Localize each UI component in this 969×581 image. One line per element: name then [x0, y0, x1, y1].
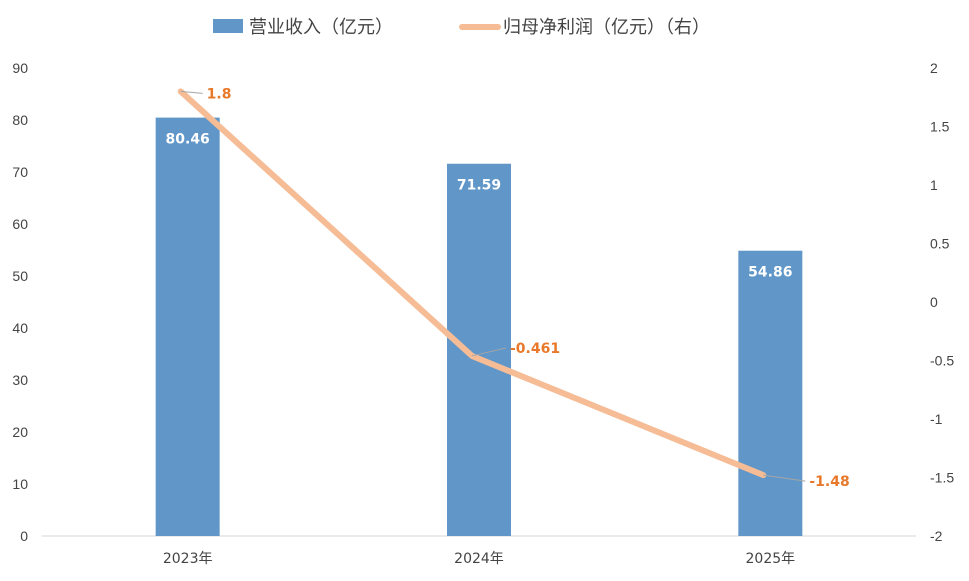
left-axis-tick: 40 — [12, 320, 28, 336]
line-data-label: 1.8 — [207, 86, 232, 102]
bar — [447, 163, 511, 536]
legend-line-label: 归母净利润（亿元）（右） — [503, 17, 710, 38]
right-axis-tick: -1.5 — [930, 470, 954, 486]
right-axis-tick: 1.5 — [930, 119, 950, 135]
left-axis-tick: 60 — [12, 216, 28, 232]
left-axis-tick: 10 — [12, 476, 28, 492]
right-axis-tick: 1 — [930, 177, 938, 193]
line-label-leader — [763, 474, 806, 482]
bar-data-label: 80.46 — [166, 132, 210, 148]
right-axis-tick: -1 — [930, 411, 943, 427]
left-axis-tick: 90 — [12, 60, 28, 76]
right-axis-tick: 0 — [930, 294, 938, 310]
right-axis-tick: -0.5 — [930, 353, 954, 369]
x-axis-tick: 2023年 — [163, 551, 213, 567]
right-axis-tick: 2 — [930, 60, 938, 76]
legend: 营业收入（亿元） 归母净利润（亿元）（右） — [213, 17, 710, 38]
left-axis-tick: 20 — [12, 424, 28, 440]
bar-labels: 80.46 71.59 54.86 — [166, 132, 793, 281]
left-axis-tick: 30 — [12, 372, 28, 388]
line-data-label: -1.48 — [809, 474, 849, 490]
line-labels: 1.8 -0.461 -1.48 — [180, 86, 850, 490]
line-label-leader — [180, 90, 203, 94]
bar — [155, 117, 220, 536]
bar-data-label: 54.86 — [748, 265, 792, 281]
right-axis: -2 -1.5 -1 -0.5 0 0.5 1 1.5 2 — [930, 60, 954, 544]
left-axis-tick: 70 — [12, 164, 28, 180]
bar — [738, 250, 803, 536]
left-axis-tick: 80 — [12, 112, 28, 128]
right-axis-tick: -2 — [930, 528, 943, 544]
left-axis-tick: 50 — [12, 268, 28, 284]
right-axis-tick: 0.5 — [930, 236, 950, 252]
line-data-label: -0.461 — [510, 341, 560, 357]
legend-bar-label: 营业收入（亿元） — [249, 17, 393, 38]
x-axis-tick: 2024年 — [454, 551, 504, 567]
line-label-leader — [471, 347, 507, 357]
x-axis-labels: 2023年 2024年 2025年 — [163, 551, 795, 567]
x-axis-tick: 2025年 — [746, 551, 796, 567]
left-axis-tick: 0 — [20, 528, 28, 544]
left-axis: 0 10 20 30 40 50 60 70 80 90 — [12, 60, 28, 544]
legend-bar-swatch — [213, 19, 243, 33]
bar-data-label: 71.59 — [457, 178, 501, 194]
bars — [155, 117, 803, 536]
